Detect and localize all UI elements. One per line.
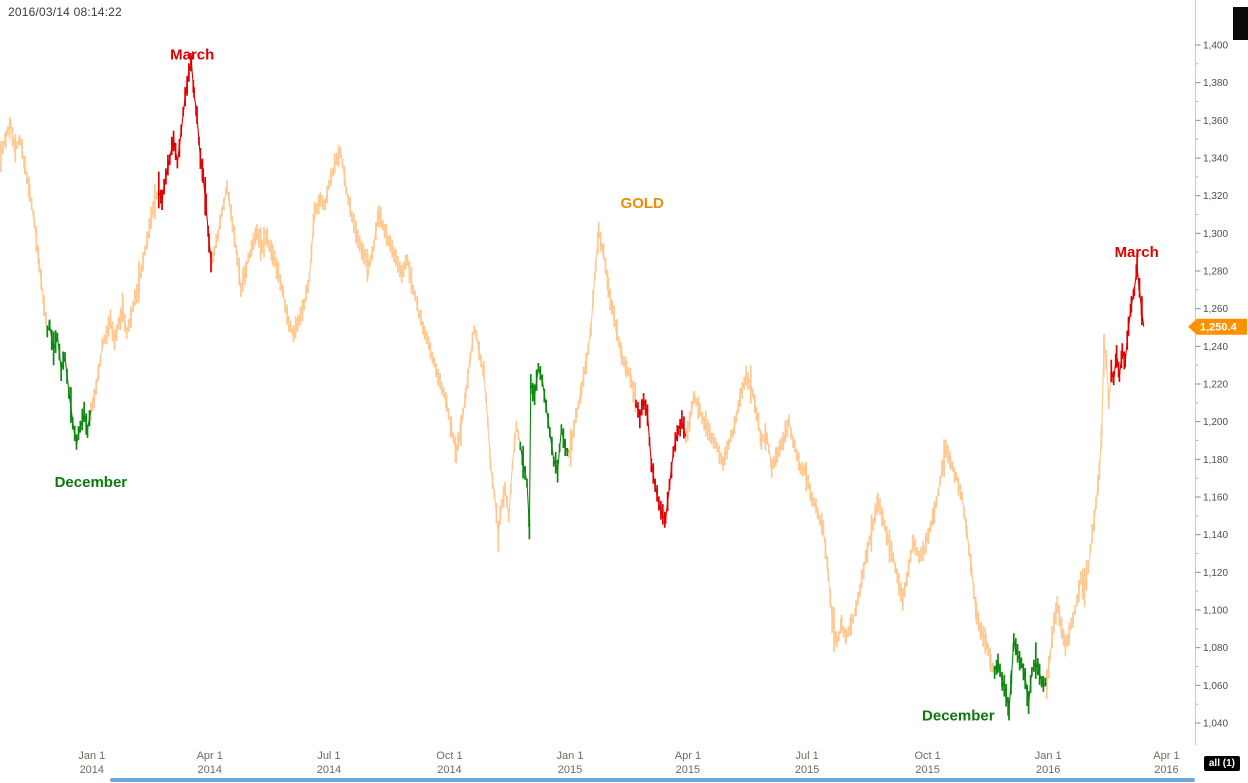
range-badge[interactable]: all (1) [1203, 756, 1240, 771]
price-tick-label: 1,220 [1203, 380, 1228, 391]
price-tick-label: 1,240 [1203, 342, 1228, 353]
annotation-march-2014: March [170, 46, 214, 63]
date-tick-label: Jul 1 [317, 750, 340, 762]
price-tick-label: 1,100 [1203, 606, 1228, 617]
price-tick-label: 1,120 [1203, 568, 1228, 579]
current-price-label: 1,250.4 [1200, 322, 1238, 334]
price-tick-label: 1,280 [1203, 267, 1228, 278]
price-tick-label: 1,180 [1203, 455, 1228, 466]
date-tick-label: Jul 1 [796, 750, 819, 762]
price-tick-label: 1,320 [1203, 191, 1228, 202]
date-tick-year: 2014 [197, 764, 221, 776]
time-axis: Jan 1 2014 Apr 1 2014 Jul 1 2014 Oct 1 2014 Jan … [78, 750, 1179, 776]
price-tick-label: 1,060 [1203, 681, 1228, 692]
date-tick-label: Oct 1 [436, 750, 462, 762]
annotation-gold-title: GOLD [621, 195, 664, 212]
price-tick-label: 1,340 [1203, 154, 1228, 165]
price-tick-label: 1,300 [1203, 229, 1228, 240]
date-tick-year: 2014 [80, 764, 104, 776]
date-tick-label: Jan 1 [557, 750, 584, 762]
price-tick-label: 1,400 [1203, 41, 1228, 52]
date-tick-year: 2014 [317, 764, 341, 776]
date-tick-year: 2015 [676, 764, 700, 776]
annotation-december-2015: December [922, 707, 995, 724]
price-tick-label: 1,160 [1203, 493, 1228, 504]
date-tick-year: 2015 [795, 764, 819, 776]
date-tick-year: 2015 [558, 764, 582, 776]
date-tick-year: 2015 [915, 764, 939, 776]
series-gold-continuous [0, 116, 1112, 699]
price-tick-label: 1,260 [1203, 304, 1228, 315]
date-tick-year: 2016 [1154, 764, 1178, 776]
date-tick-label: Apr 1 [675, 750, 701, 762]
price-tick-label: 1,040 [1203, 719, 1228, 730]
price-tick-label: 1,380 [1203, 78, 1228, 89]
date-tick-year: 2016 [1036, 764, 1060, 776]
price-tick-label: 1,200 [1203, 417, 1228, 428]
date-tick-label: Apr 1 [1153, 750, 1179, 762]
date-tick-label: Jan 1 [78, 750, 105, 762]
series-march-contract [157, 53, 1145, 528]
annotation-december-2013: December [55, 474, 128, 491]
price-tick-label: 1,080 [1203, 643, 1228, 654]
vertical-scrollbar-thumb[interactable] [1233, 7, 1248, 40]
date-tick-label: Jan 1 [1035, 750, 1062, 762]
date-tick-label: Oct 1 [914, 750, 940, 762]
annotation-march-2016: March [1115, 244, 1159, 261]
timestamp: 2016/03/14 08:14:22 [8, 5, 122, 19]
price-tick-label: 1,360 [1203, 116, 1228, 127]
price-axis: 1,400 1,380 1,360 1,340 1,320 1,300 1,280 1,260… [1195, 0, 1228, 745]
price-tick-label: 1,140 [1203, 530, 1228, 541]
date-tick-label: Apr 1 [197, 750, 223, 762]
series-december-contract [46, 319, 1048, 721]
horizontal-scrollbar[interactable] [110, 778, 1195, 782]
current-price-tag[interactable]: 1,250.4 [1188, 318, 1247, 335]
date-tick-year: 2014 [437, 764, 461, 776]
